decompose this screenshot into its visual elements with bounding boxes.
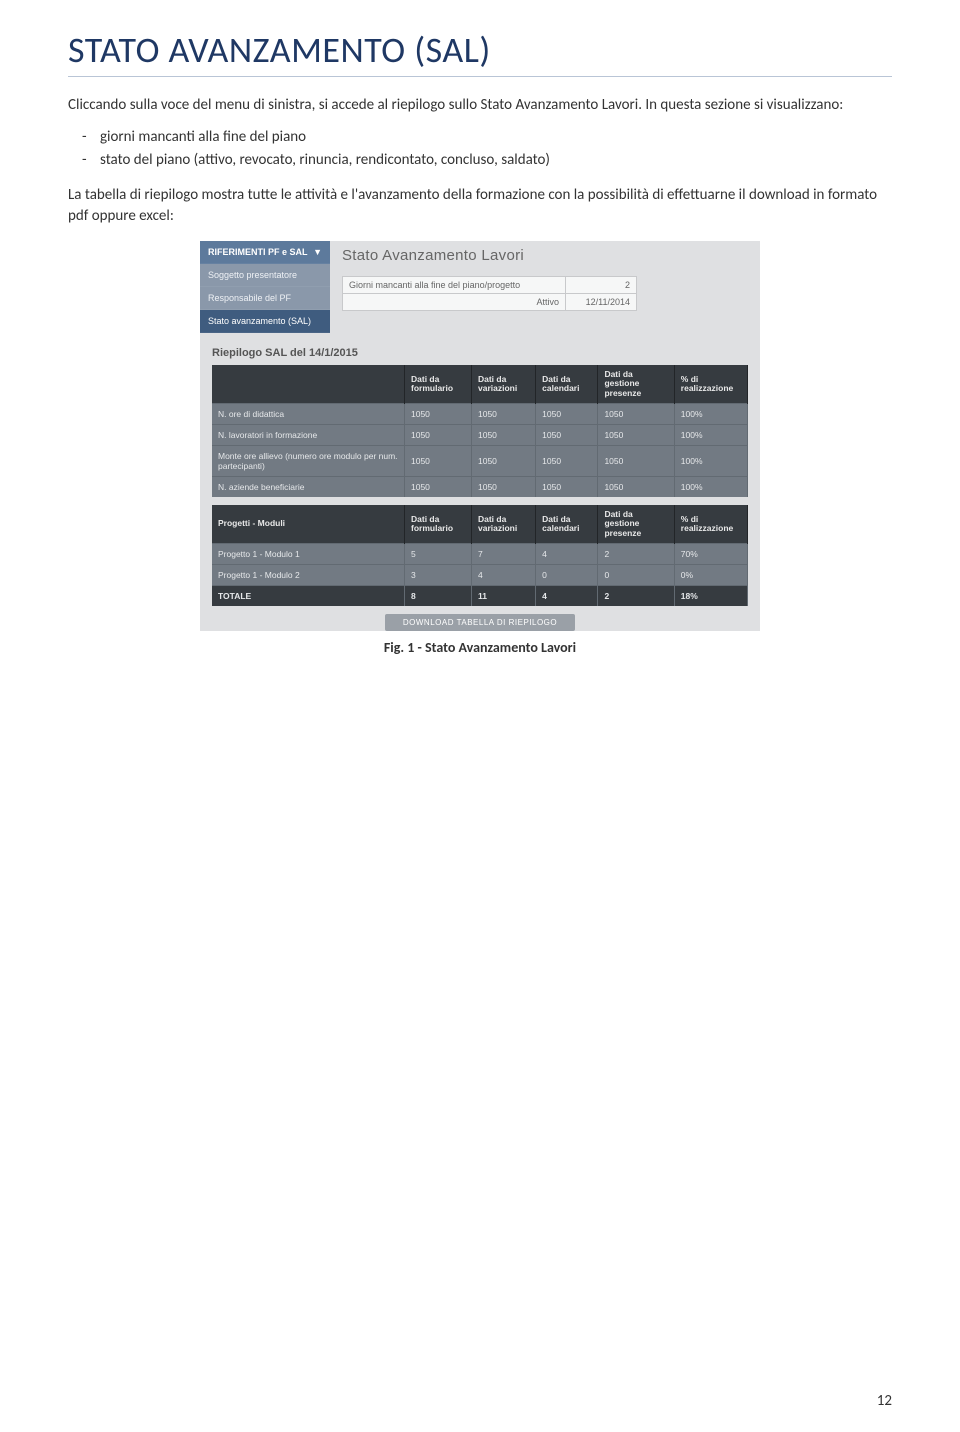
page-title: STATO AVANZAMENTO (SAL) xyxy=(68,28,892,72)
summary-mini-table: Giorni mancanti alla fine del piano/prog… xyxy=(342,276,637,311)
cell: 1050 xyxy=(405,477,472,498)
table-row: N. lavoratori in formazione 1050 1050 10… xyxy=(212,425,748,446)
cell: 2 xyxy=(598,586,674,607)
sidebar-header[interactable]: RIFERIMENTI PF e SAL ▼ xyxy=(200,241,330,264)
paragraph: La tabella di riepilogo mostra tutte le … xyxy=(68,185,892,227)
cell: 1050 xyxy=(471,425,535,446)
cell: 100% xyxy=(674,446,747,477)
list-item: giorni mancanti alla fine del piano xyxy=(100,126,892,149)
cell: 1050 xyxy=(536,404,598,425)
cell: 1050 xyxy=(405,425,472,446)
table-header-row: Progetti - Moduli Dati da formulario Dat… xyxy=(212,505,748,544)
cell: Progetto 1 - Modulo 2 xyxy=(212,565,405,586)
col-header: Dati da gestione presenze xyxy=(598,365,674,404)
cell: N. aziende beneficiarie xyxy=(212,477,405,498)
col-header: Dati da variazioni xyxy=(471,365,535,404)
figure-sidebar: RIFERIMENTI PF e SAL ▼ Soggetto presenta… xyxy=(200,241,330,333)
figure-heading: Stato Avanzamento Lavori xyxy=(330,241,760,276)
table-row: Monte ore allievo (numero ore modulo per… xyxy=(212,446,748,477)
cell: 4 xyxy=(471,565,535,586)
cell: 100% xyxy=(674,404,747,425)
cell: 7 xyxy=(471,544,535,565)
riepilogo-heading: Riepilogo SAL del 14/1/2015 xyxy=(212,347,748,359)
sidebar-item-sal[interactable]: Stato avanzamento (SAL) xyxy=(200,310,330,333)
sal-table-2: Progetti - Moduli Dati da formulario Dat… xyxy=(212,505,748,606)
cell: 1050 xyxy=(471,477,535,498)
table-row: Progetto 1 - Modulo 1 5 7 4 2 70% xyxy=(212,544,748,565)
cell: 2 xyxy=(598,544,674,565)
table-row: Progetto 1 - Modulo 2 3 4 0 0 0% xyxy=(212,565,748,586)
table-row-total: TOTALE 8 11 4 2 18% xyxy=(212,586,748,607)
screenshot-figure: RIFERIMENTI PF e SAL ▼ Soggetto presenta… xyxy=(200,241,760,631)
cell: 1050 xyxy=(405,446,472,477)
col-header: Dati da formulario xyxy=(405,505,472,544)
mini-label: Giorni mancanti alla fine del piano/prog… xyxy=(343,277,566,294)
col-header: % di realizzazione xyxy=(674,505,747,544)
col-header: Dati da calendari xyxy=(536,505,598,544)
cell: 1050 xyxy=(536,446,598,477)
cell: 70% xyxy=(674,544,747,565)
cell: 1050 xyxy=(598,404,674,425)
cell: 100% xyxy=(674,425,747,446)
cell: 1050 xyxy=(471,404,535,425)
cell: 4 xyxy=(536,586,598,607)
table-row: N. aziende beneficiarie 1050 1050 1050 1… xyxy=(212,477,748,498)
mini-value: 2 xyxy=(566,277,637,294)
cell: Monte ore allievo (numero ore modulo per… xyxy=(212,446,405,477)
cell: 1050 xyxy=(536,425,598,446)
bullet-list: giorni mancanti alla fine del piano stat… xyxy=(68,126,892,171)
cell: 1050 xyxy=(471,446,535,477)
list-item: stato del piano (attivo, revocato, rinun… xyxy=(100,149,892,172)
sidebar-item-soggetto[interactable]: Soggetto presentatore xyxy=(200,264,330,287)
col-header: Dati da calendari xyxy=(536,365,598,404)
cell: 0 xyxy=(598,565,674,586)
col-header: Dati da gestione presenze xyxy=(598,505,674,544)
table-row: Giorni mancanti alla fine del piano/prog… xyxy=(343,277,637,294)
cell: 1050 xyxy=(598,425,674,446)
chevron-down-icon: ▼ xyxy=(313,247,322,257)
col-header: Progetti - Moduli xyxy=(212,505,405,544)
cell: N. ore di didattica xyxy=(212,404,405,425)
cell: 0% xyxy=(674,565,747,586)
cell: 18% xyxy=(674,586,747,607)
sidebar-header-label: RIFERIMENTI PF e SAL xyxy=(208,247,308,257)
download-button[interactable]: DOWNLOAD TABELLA DI RIEPILOGO xyxy=(385,614,575,631)
cell: Progetto 1 - Modulo 1 xyxy=(212,544,405,565)
cell: N. lavoratori in formazione xyxy=(212,425,405,446)
col-header xyxy=(212,365,405,404)
sal-table-1: Dati da formulario Dati da variazioni Da… xyxy=(212,365,748,497)
table-row: N. ore di didattica 1050 1050 1050 1050 … xyxy=(212,404,748,425)
table-header-row: Dati da formulario Dati da variazioni Da… xyxy=(212,365,748,404)
cell: 1050 xyxy=(598,477,674,498)
intro-paragraph: Cliccando sulla voce del menu di sinistr… xyxy=(68,95,892,116)
cell: 1050 xyxy=(536,477,598,498)
cell: TOTALE xyxy=(212,586,405,607)
cell: 0 xyxy=(536,565,598,586)
cell: 1050 xyxy=(598,446,674,477)
figure-main: Stato Avanzamento Lavori Giorni mancanti… xyxy=(330,241,760,319)
figure-caption: Fig. 1 - Stato Avanzamento Lavori xyxy=(68,639,892,656)
cell: 5 xyxy=(405,544,472,565)
cell: 3 xyxy=(405,565,472,586)
cell: 11 xyxy=(471,586,535,607)
table-row: Attivo 12/11/2014 xyxy=(343,294,637,311)
page-number: 12 xyxy=(877,1392,892,1410)
cell: 8 xyxy=(405,586,472,607)
col-header: Dati da formulario xyxy=(405,365,472,404)
title-rule xyxy=(68,76,892,77)
cell: 100% xyxy=(674,477,747,498)
mini-value: 12/11/2014 xyxy=(566,294,637,311)
col-header: Dati da variazioni xyxy=(471,505,535,544)
mini-label: Attivo xyxy=(343,294,566,311)
col-header: % di realizzazione xyxy=(674,365,747,404)
sidebar-item-responsabile[interactable]: Responsabile del PF xyxy=(200,287,330,310)
cell: 4 xyxy=(536,544,598,565)
cell: 1050 xyxy=(405,404,472,425)
